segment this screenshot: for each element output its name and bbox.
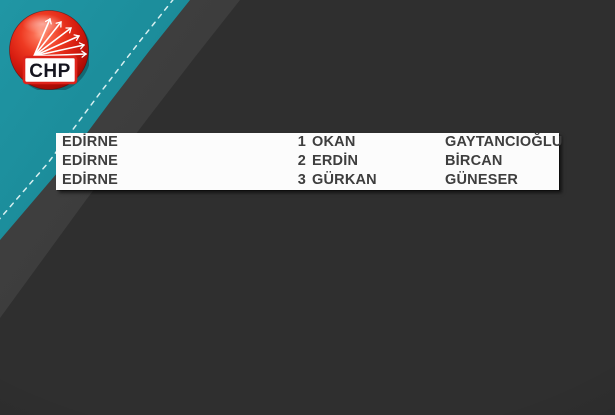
- province-cell: EDİRNE: [62, 134, 118, 150]
- last-name-cell: BİRCAN: [445, 153, 503, 169]
- logo-label-box: [22, 55, 78, 85]
- order-cell: 2: [297, 153, 306, 169]
- logo-gloss-highlight: [22, 14, 64, 34]
- last-name-cell: GAYTANCIOĞLU: [445, 134, 563, 150]
- logo-label: CHP: [29, 61, 71, 82]
- candidate-row: EDİRNE 2 ERDİN BİRCAN: [56, 152, 559, 171]
- candidate-row: EDİRNE 1 OKAN GAYTANCIOĞLU: [56, 133, 562, 152]
- first-name-cell: OKAN: [312, 134, 356, 150]
- candidate-list-panel: EDİRNE 1 OKAN GAYTANCIOĞLU EDİRNE 2 ERDİ…: [56, 133, 562, 190]
- chp-logo: CHP: [9, 10, 89, 90]
- first-name-cell: GÜRKAN: [312, 172, 377, 188]
- six-arrows-icon: [33, 18, 88, 58]
- order-cell: 1: [297, 134, 306, 150]
- province-cell: EDİRNE: [62, 153, 118, 169]
- last-name-cell: GÜNESER: [445, 172, 519, 188]
- first-name-cell: ERDİN: [312, 153, 359, 169]
- province-cell: EDİRNE: [62, 172, 118, 188]
- candidate-row: EDİRNE 3 GÜRKAN GÜNESER: [56, 171, 559, 190]
- order-cell: 3: [297, 172, 306, 188]
